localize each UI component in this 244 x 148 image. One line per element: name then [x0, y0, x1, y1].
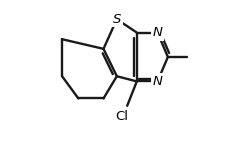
Text: S: S	[113, 13, 121, 26]
Text: N: N	[152, 75, 163, 88]
Text: Cl: Cl	[115, 110, 129, 123]
Text: N: N	[152, 26, 163, 39]
